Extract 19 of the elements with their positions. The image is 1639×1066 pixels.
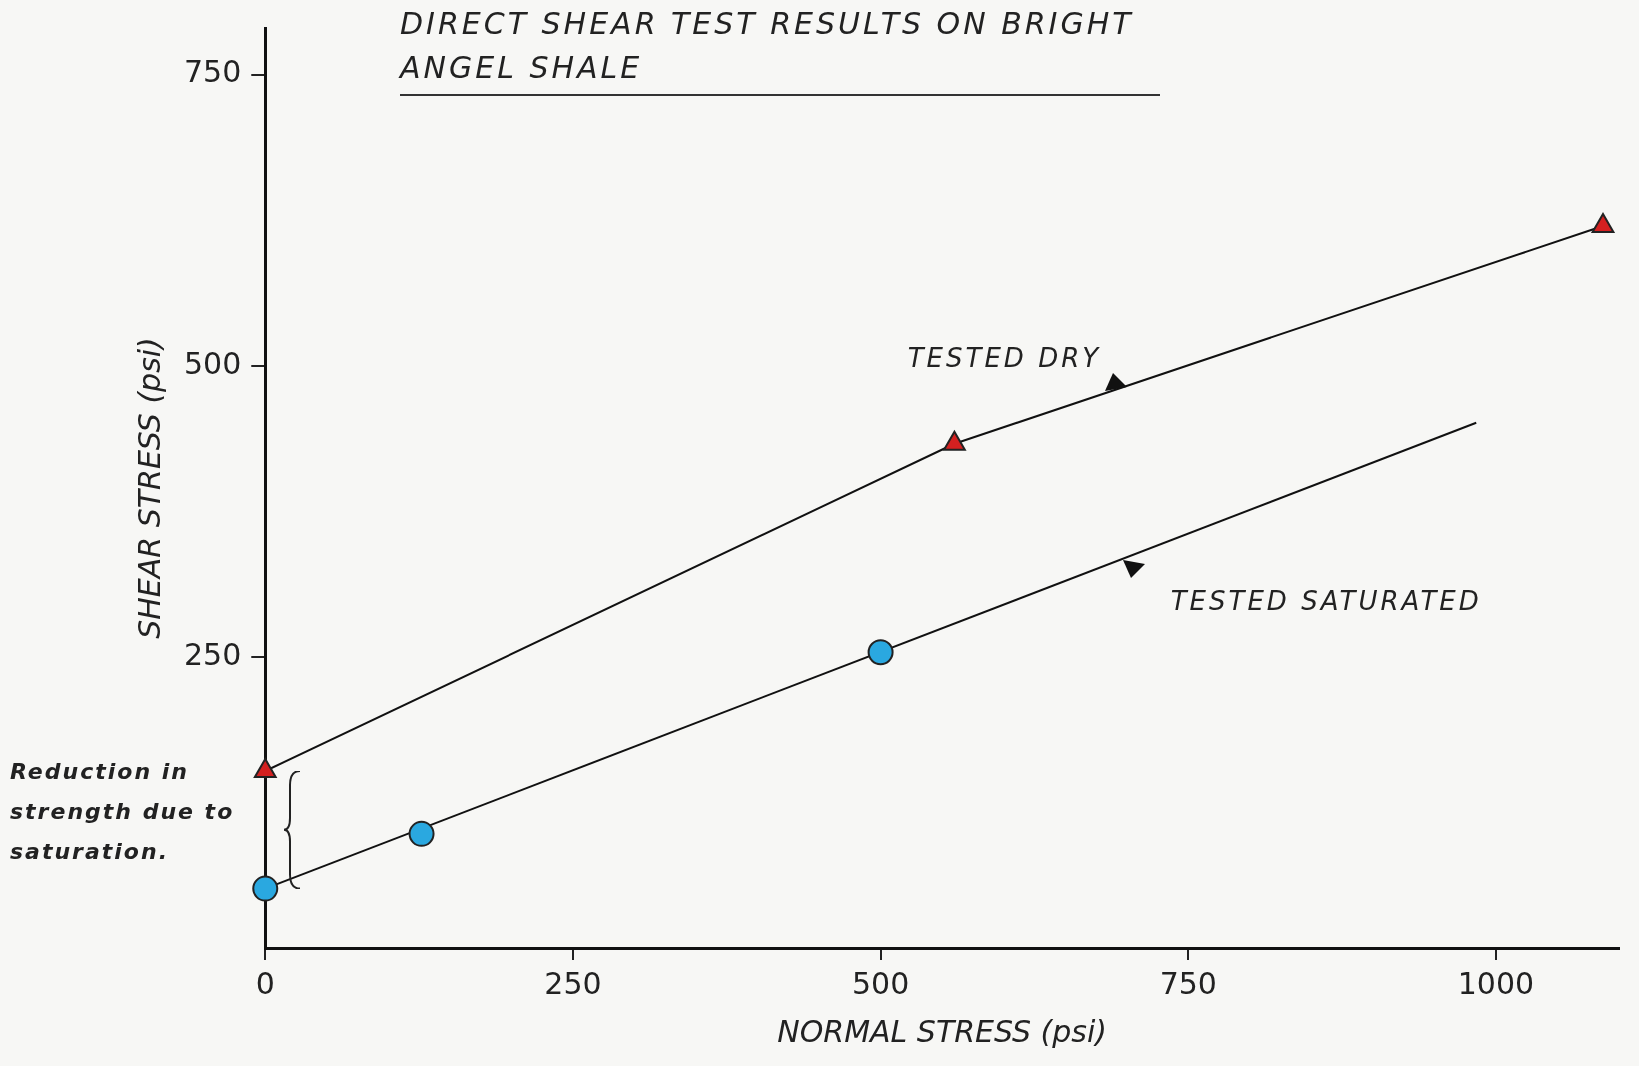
y-tick-label: 500 (184, 345, 242, 381)
point (867, 639, 894, 666)
series-label: TESTED SATURATED (1170, 585, 1482, 616)
x-tick-label: 500 (851, 965, 910, 1001)
point (1591, 212, 1615, 233)
text: Reduction in strength due to saturation. (10, 758, 236, 866)
x-tick-label: 750 (1159, 965, 1217, 1001)
x-tick-label: 0 (255, 965, 275, 1001)
y-axis-title: SHEAR STRESS (psi) (131, 337, 167, 639)
point (408, 820, 435, 847)
chart-title: DIRECT SHEAR TEST RESULTS ON BRIGHT ANGEL SHALE (400, 2, 1160, 96)
y-tick-label: 750 (184, 54, 242, 90)
point (943, 430, 966, 451)
x-axis-title: NORMAL STRESS (psi) (777, 1013, 1107, 1049)
series-label: TESTED DRY (907, 343, 1102, 374)
x-tick-label: 1000 (1457, 965, 1535, 1001)
point (252, 875, 279, 902)
x-tick-label: 250 (544, 965, 602, 1001)
y-tick-label: 250 (184, 636, 242, 672)
